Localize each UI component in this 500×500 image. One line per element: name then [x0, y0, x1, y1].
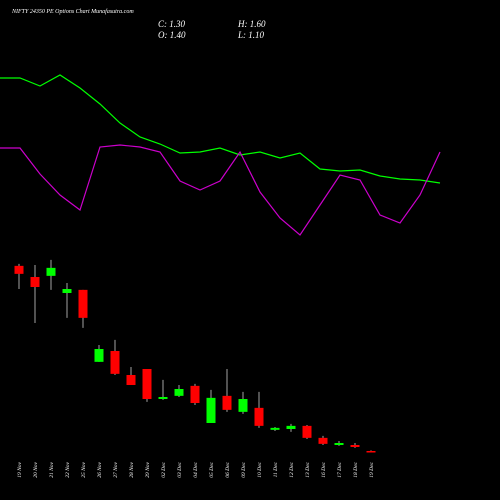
candle-body	[110, 351, 120, 374]
candle-body	[286, 425, 296, 429]
candle-body	[254, 407, 264, 426]
x-tick-label: 10 Dec	[257, 461, 263, 477]
candle-body	[238, 399, 248, 412]
low-text: L: 1.10	[237, 30, 265, 40]
x-tick-label: 02 Dec	[161, 461, 167, 477]
candle-body	[334, 443, 344, 445]
candle-body	[158, 397, 168, 399]
high-text: H: 1.60	[237, 19, 266, 29]
indicator-line	[0, 74, 441, 184]
x-tick-label: 22 Nov	[65, 461, 71, 477]
x-tick-label: 05 Dec	[209, 461, 215, 477]
x-tick-label: 29 Nov	[145, 461, 151, 477]
close-text: C: 1.30	[158, 19, 186, 29]
candle-body	[174, 389, 184, 396]
candle-body	[94, 349, 104, 362]
candle-body	[350, 445, 360, 447]
x-tick-label: 04 Dec	[192, 461, 199, 477]
x-tick-label: 26 Nov	[97, 461, 103, 477]
candle-body	[190, 385, 200, 403]
candle-body	[78, 289, 88, 318]
x-tick-label: 17 Dec	[337, 461, 343, 477]
x-tick-label: 27 Nov	[113, 461, 119, 477]
x-tick-label: 19 Dec	[369, 461, 375, 477]
x-tick-label: 20 Nov	[33, 461, 39, 477]
x-tick-label: 18 Dec	[353, 461, 359, 477]
candle-body	[30, 277, 40, 287]
x-tick-label: 21 Nov	[49, 461, 55, 477]
candle-body	[46, 267, 56, 276]
x-tick-label: 16 Dec	[321, 461, 327, 477]
x-tick-label: 06 Dec	[225, 461, 231, 477]
candle-body	[302, 425, 312, 438]
x-tick-label: 13 Dec	[305, 461, 311, 477]
candle-body	[206, 397, 216, 423]
candle-body	[222, 395, 232, 410]
x-tick-label: 11 Dec	[273, 461, 279, 477]
candle-body	[62, 289, 72, 293]
candle-body	[366, 451, 376, 453]
chart-title: NIFTY 24350 PE Options Chart Munafasutra…	[11, 8, 134, 15]
candle-body	[318, 437, 328, 444]
indicator-line	[0, 144, 441, 236]
open-text: O: 1.40	[158, 30, 186, 40]
candle-body	[142, 369, 152, 399]
x-tick-label: 12 Dec	[289, 461, 295, 477]
x-tick-label: 19 Nov	[17, 461, 23, 477]
x-tick-label: 25 Nov	[81, 461, 87, 477]
candle-body	[126, 375, 136, 385]
x-tick-label: 09 Dec	[241, 461, 247, 477]
x-tick-label: 28 Nov	[129, 461, 135, 477]
candle-body	[14, 265, 24, 274]
x-tick-label: 03 Dec	[177, 461, 183, 477]
candle-body	[270, 427, 280, 430]
